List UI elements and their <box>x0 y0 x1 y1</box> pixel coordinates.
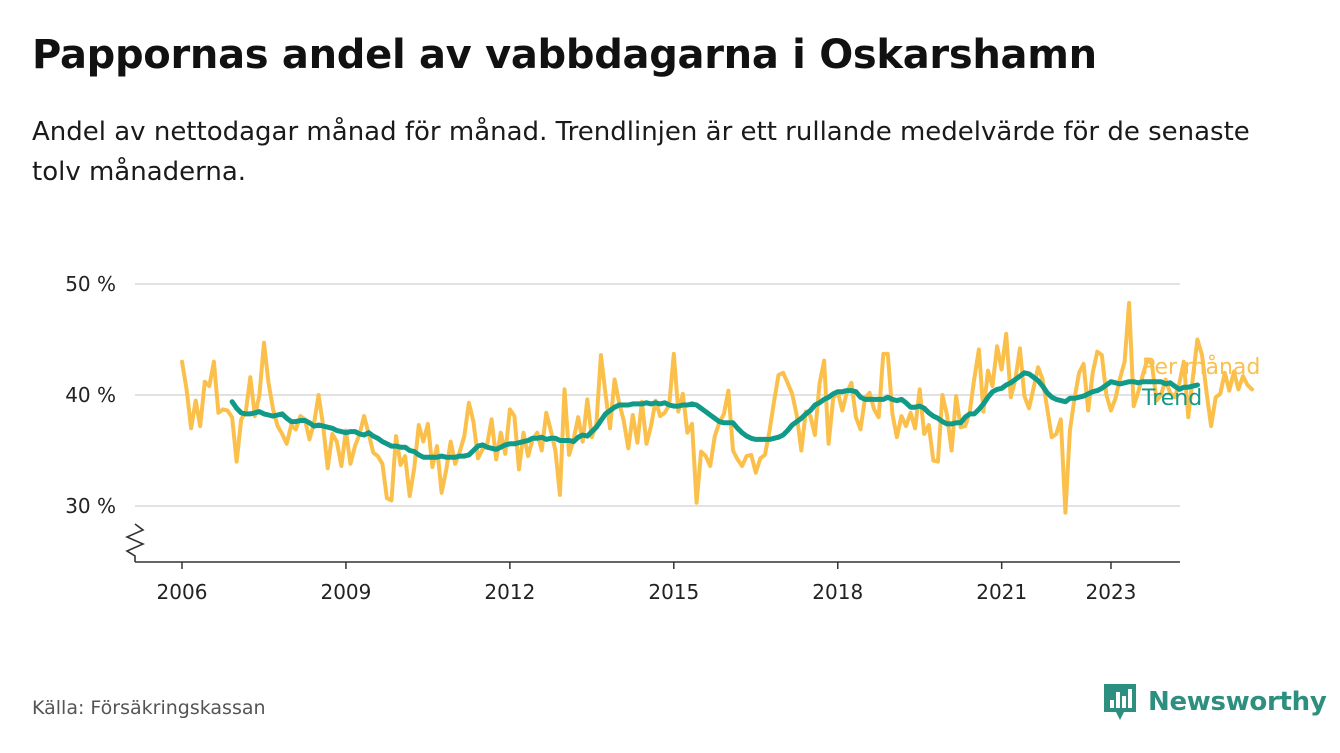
x-tick-label: 2015 <box>648 580 699 604</box>
newsworthy-logo-icon <box>1104 684 1136 720</box>
x-tick-label: 2023 <box>1086 580 1137 604</box>
y-tick-label: 50 % <box>65 272 116 296</box>
series-line-trend <box>229 370 1200 460</box>
legend-label: Per månad <box>1142 354 1260 380</box>
x-tick-label: 2021 <box>976 580 1027 604</box>
x-tick-label: 2009 <box>320 580 371 604</box>
series-line-per-manad <box>180 300 1255 515</box>
x-tick-label: 2012 <box>484 580 535 604</box>
brand-logo: Newsworthy <box>1102 680 1327 724</box>
axis-break-icon <box>125 523 145 562</box>
chart-title: Pappornas andel av vabbdagarna i Oskarsh… <box>32 32 1097 78</box>
chart-subtitle: Andel av nettodagar månad för månad. Tre… <box>32 117 1250 187</box>
source-note: Källa: Försäkringskassan <box>32 697 266 719</box>
x-tick-label: 2018 <box>812 580 863 604</box>
x-tick-label: 2006 <box>157 580 208 604</box>
brand-name: Newsworthy <box>1148 687 1327 717</box>
legend-label: Trend <box>1141 386 1202 411</box>
y-tick-label: 40 % <box>65 383 116 407</box>
y-tick-label: 30 % <box>65 494 116 518</box>
